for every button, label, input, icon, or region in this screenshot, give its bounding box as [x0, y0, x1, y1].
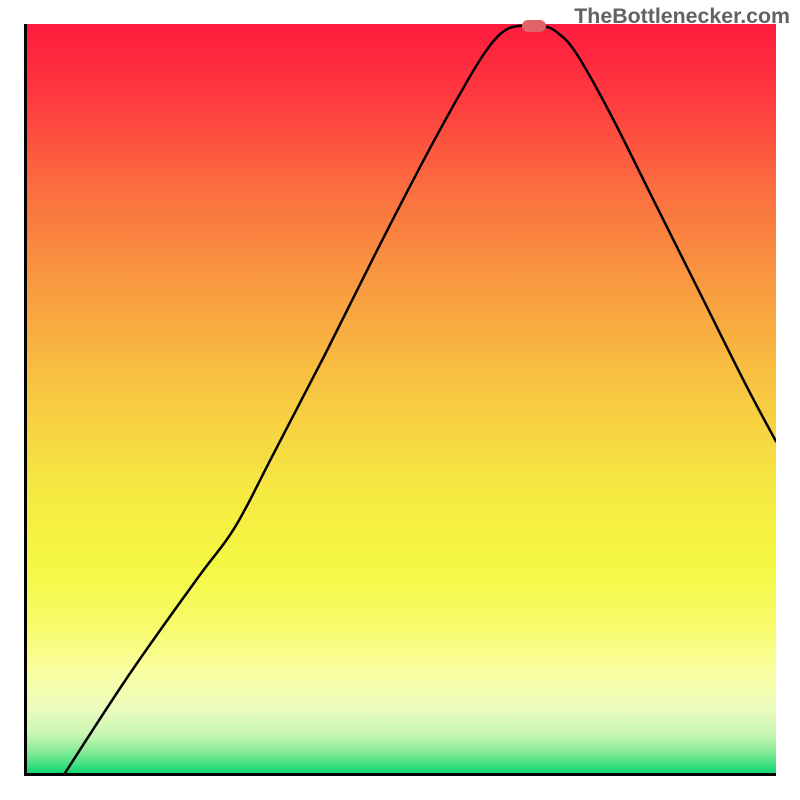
gradient-background: [24, 24, 776, 776]
minimum-marker: [522, 20, 546, 32]
watermark-label: TheBottlenecker.com: [574, 4, 790, 28]
chart-container: TheBottlenecker.com: [0, 0, 800, 800]
watermark-text: TheBottlenecker.com: [574, 4, 790, 29]
plot-area: [24, 24, 776, 776]
